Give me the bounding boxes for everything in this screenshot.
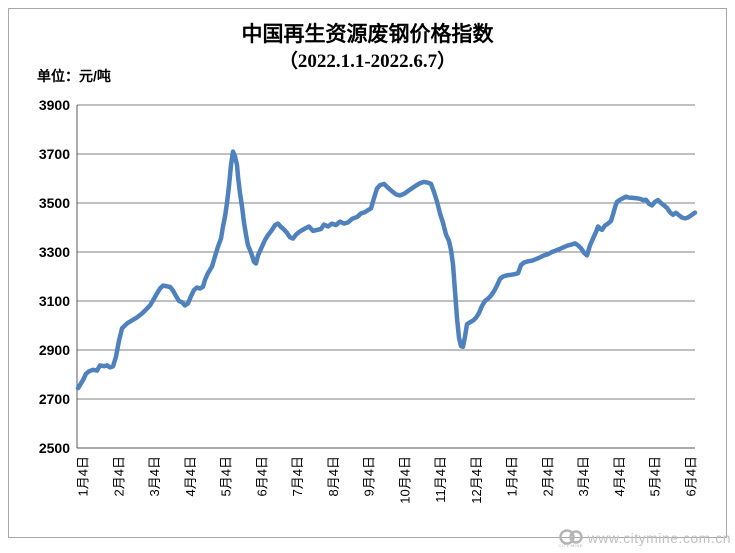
watermark-url: www.citymine.com.cn xyxy=(587,530,731,546)
x-axis-label: 3月4日 xyxy=(576,456,591,496)
y-axis-label: 2900 xyxy=(39,342,70,358)
y-axis-label: 3300 xyxy=(39,244,70,260)
y-axis-label: 3900 xyxy=(39,97,70,113)
y-axis-label: 3500 xyxy=(39,195,70,211)
y-axis-label: 3700 xyxy=(39,146,70,162)
citymine-logo-text: CITY MINE xyxy=(558,542,584,548)
x-axis-label: 3月4日 xyxy=(147,456,162,496)
x-axis-label: 2月4日 xyxy=(540,456,555,496)
x-axis-label: 11月4日 xyxy=(433,456,448,503)
x-axis-label: 12月4日 xyxy=(469,456,484,504)
y-axis-label: 2700 xyxy=(39,391,70,407)
chart-title: 中国再生资源废钢价格指数 xyxy=(241,22,494,46)
x-axis-label: 1月4日 xyxy=(505,456,520,496)
x-axis-label: 1月4日 xyxy=(76,456,91,496)
chart-subtitle: （2022.1.1-2022.6.7） xyxy=(278,51,457,72)
x-axis-label: 6月4日 xyxy=(254,456,269,496)
citymine-logo-icon: CITY MINE xyxy=(558,528,584,548)
x-axis-label: 7月4日 xyxy=(290,456,305,496)
x-axis-label: 9月4日 xyxy=(362,456,377,496)
x-axis-label: 2月4日 xyxy=(111,456,126,496)
unit-label: 单位：元/吨 xyxy=(37,68,111,84)
x-axis-label: 5月4日 xyxy=(648,456,663,496)
x-axis-label: 4月4日 xyxy=(183,456,198,496)
y-axis-label: 3100 xyxy=(39,293,70,309)
chart-border-frame xyxy=(8,8,727,538)
x-axis-label: 8月4日 xyxy=(326,456,341,496)
x-axis-label: 4月4日 xyxy=(612,456,627,496)
price-index-line xyxy=(75,149,698,391)
watermark: CITY MINE www.citymine.com.cn xyxy=(558,525,731,551)
x-axis-label: 5月4日 xyxy=(219,456,234,496)
y-axis-label: 2500 xyxy=(39,440,70,456)
x-axis-label: 6月4日 xyxy=(683,456,698,496)
x-axis-label: 10月4日 xyxy=(397,456,412,504)
